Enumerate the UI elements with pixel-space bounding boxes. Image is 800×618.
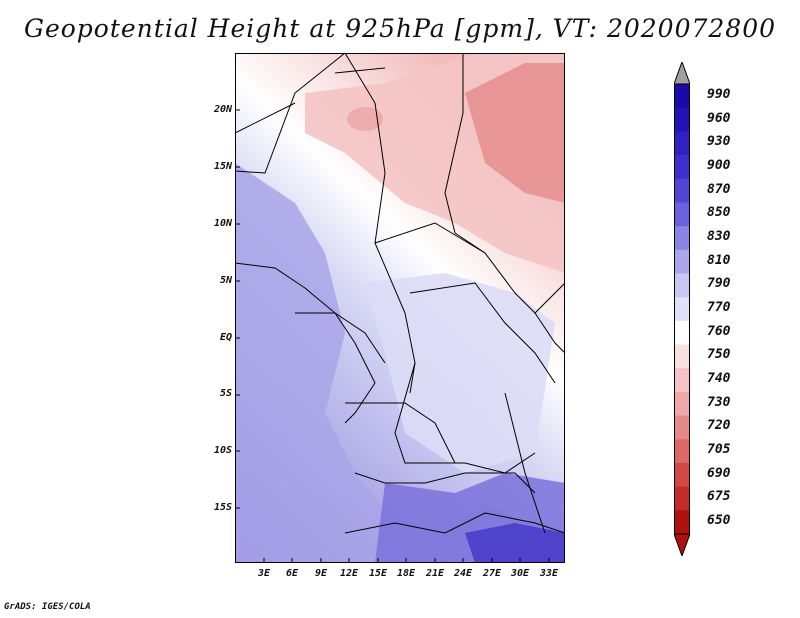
colorbar-swatch [674, 249, 690, 274]
colorbar-label: 760 [707, 323, 731, 339]
lat-label: 10N [213, 218, 232, 229]
lon-label: 21E [425, 568, 445, 579]
lon-label: 33E [539, 568, 559, 579]
country-borders [235, 53, 565, 534]
low-height-region-west [235, 163, 565, 563]
lat-label: 5S [219, 388, 232, 399]
lowest-height-region-southeast [465, 523, 565, 563]
lon-label: 6E [285, 568, 299, 579]
lon-label: 9E [314, 568, 328, 579]
colorbar-bottom-arrow [674, 533, 690, 556]
lat-label: 20N [213, 104, 232, 115]
lon-label: 15E [368, 568, 388, 579]
colorbar-swatch [674, 178, 690, 203]
colorbar-label: 850 [707, 205, 731, 221]
colorbar-top-arrow [674, 62, 690, 85]
colorbar-swatch [674, 344, 690, 369]
colorbar-swatch [674, 320, 690, 346]
colorbar-swatch [674, 368, 690, 393]
axis-ticks [235, 109, 550, 563]
colorbar-swatch [674, 226, 690, 251]
colorbar-swatch [674, 439, 690, 464]
colorbar-label: 770 [707, 300, 731, 315]
lon-label: 30E [510, 568, 530, 579]
colorbar-label: 810 [707, 252, 731, 268]
colorbar-label: 705 [707, 442, 731, 458]
colorbar-swatch [674, 202, 690, 227]
footer-credit: GrADS: IGES/COLA [4, 602, 91, 612]
colorbar [674, 62, 690, 556]
colorbar-label: 990 [707, 86, 731, 102]
map-title: Geopotential Height at 925hPa [gpm], VT:… [23, 14, 777, 43]
height-maximum-sahel [347, 107, 383, 131]
colorbar-frame [674, 83, 690, 535]
lat-label: 15N [213, 161, 232, 172]
map-frame [235, 53, 565, 563]
colorbar-swatch [674, 131, 690, 156]
highest-height-region-sudan [465, 63, 565, 203]
colorbar-label: 930 [707, 134, 731, 150]
lat-label: 15S [213, 502, 232, 513]
lon-label: 3E [257, 568, 271, 579]
lon-label: 18E [396, 568, 416, 579]
mid-height-region-congo [365, 273, 555, 473]
geopotential-map [235, 53, 565, 563]
colorbar-swatch [674, 107, 690, 132]
colorbar-swatch [674, 510, 690, 535]
colorbar-label: 650 [707, 513, 731, 529]
colorbar-label: 870 [707, 181, 731, 197]
colorbar-swatch [674, 415, 690, 440]
lon-label: 12E [339, 568, 359, 579]
colorbar-label: 900 [707, 157, 731, 173]
colorbar-label: 720 [707, 418, 731, 434]
colorbar-label: 960 [707, 110, 731, 126]
lat-label: EQ [219, 332, 232, 343]
colorbar-label: 750 [707, 347, 731, 363]
colorbar-label: 740 [707, 371, 731, 387]
lon-label: 27E [482, 568, 502, 579]
colorbar-swatch [674, 462, 690, 488]
colorbar-label: 675 [707, 489, 731, 505]
lat-label: 5N [219, 275, 232, 286]
colorbar-swatch [674, 486, 690, 511]
colorbar-label: 790 [707, 276, 731, 292]
colorbar-swatch [674, 84, 690, 109]
colorbar-label: 730 [707, 394, 731, 410]
colorbar-swatch [674, 391, 690, 417]
colorbar-swatch [674, 297, 690, 322]
colorbar-swatch [674, 273, 690, 298]
lat-label: 10S [213, 445, 232, 456]
colorbar-swatch [674, 155, 690, 180]
lon-label: 24E [453, 568, 473, 579]
colorbar-label: 690 [707, 465, 731, 481]
colorbar-label: 830 [707, 228, 731, 244]
